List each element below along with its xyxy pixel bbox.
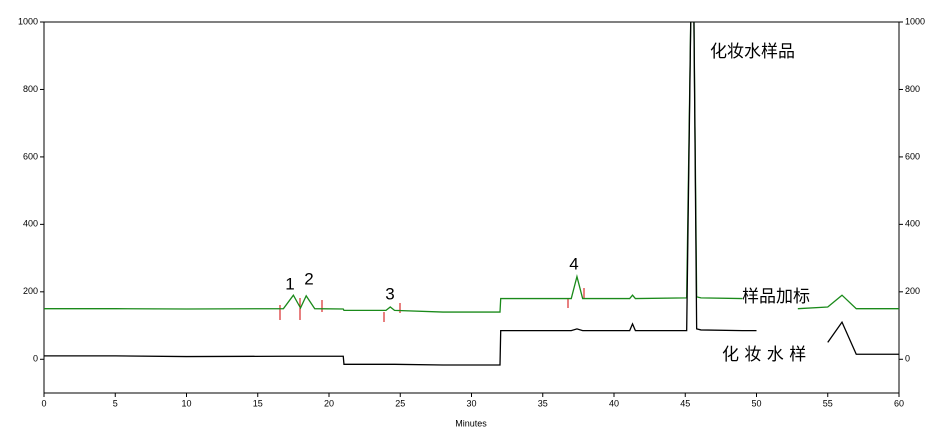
series-label: 样品加标 <box>742 287 810 307</box>
x-axis-label: Minutes <box>455 418 487 428</box>
x-tick-label: 55 <box>823 398 833 408</box>
y-tick-label: 1000 <box>18 16 38 26</box>
x-tick-label: 30 <box>466 398 476 408</box>
series-label: 化 妆 水 样 <box>722 345 806 365</box>
x-tick-label: 5 <box>113 398 118 408</box>
y2-tick-label: 800 <box>905 84 920 94</box>
y2-tick-label: 400 <box>905 219 920 229</box>
x-tick-label: 50 <box>751 398 761 408</box>
y2-tick-label: 200 <box>905 286 920 296</box>
annotation: 化妆水样品 <box>710 42 795 62</box>
y2-tick-label: 600 <box>905 151 920 161</box>
series-line <box>44 22 899 366</box>
plot-area <box>44 22 899 366</box>
annotation: 4 <box>569 254 578 273</box>
y2-tick-label: 0 <box>905 354 910 364</box>
annotation: 2 <box>304 269 313 288</box>
x-tick-label: 45 <box>680 398 690 408</box>
x-tick-label: 20 <box>324 398 334 408</box>
plot-frame <box>43 21 900 394</box>
annotation: 1 <box>285 274 294 293</box>
annotation: 3 <box>385 284 394 303</box>
y2-tick-label: 1000 <box>905 16 925 26</box>
x-tick-label: 40 <box>609 398 619 408</box>
x-tick-label: 25 <box>395 398 405 408</box>
y-tick-label: 800 <box>23 84 38 94</box>
x-tick-label: 60 <box>894 398 904 408</box>
x-tick-label: 35 <box>538 398 548 408</box>
integration-marks <box>279 288 585 322</box>
y-tick-label: 0 <box>33 354 38 364</box>
y-tick-label: 200 <box>23 286 38 296</box>
x-tick-label: 15 <box>253 398 263 408</box>
y-tick-label: 400 <box>23 219 38 229</box>
x-tick-label: 10 <box>181 398 191 408</box>
x-tick-label: 0 <box>41 398 46 408</box>
y-tick-label: 600 <box>23 151 38 161</box>
